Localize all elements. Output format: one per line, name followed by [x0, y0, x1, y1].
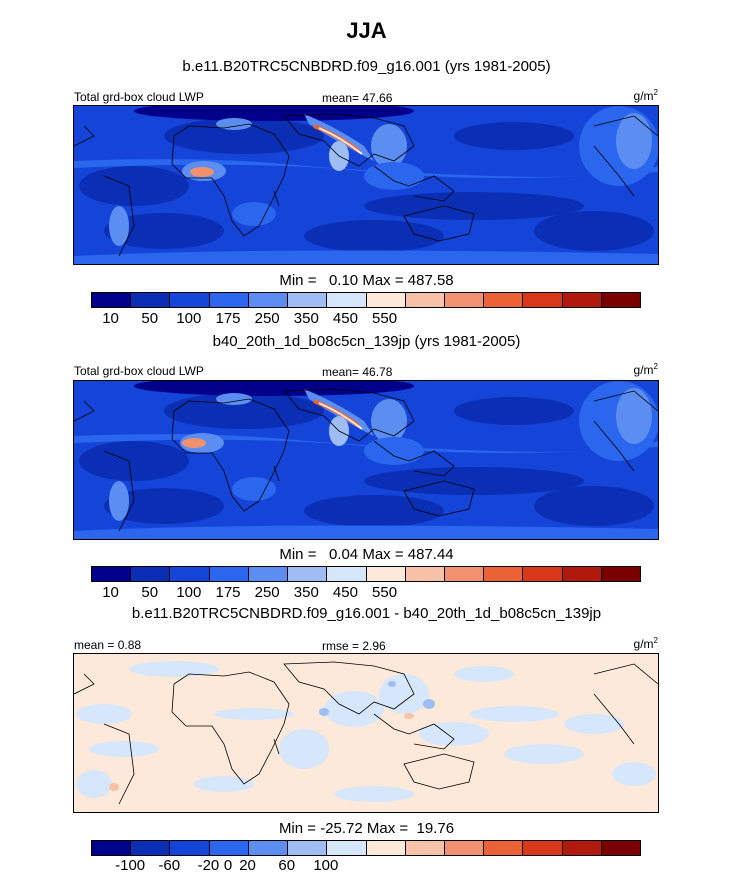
colorbar-tick-label: 550	[372, 310, 398, 327]
colorbar-swatch	[288, 293, 328, 307]
colorbar-tick-label: 250	[254, 584, 280, 601]
colorbar-tick-label: 350	[293, 584, 319, 601]
panel-3-rmse-label: rmse = 2.96	[322, 639, 386, 653]
colorbar-swatch	[248, 567, 289, 581]
colorbar-swatch	[444, 293, 485, 307]
colorbar-tick-label: 550	[372, 584, 398, 601]
colorbar-tick-label: 10	[102, 584, 119, 601]
colorbar-swatch	[327, 293, 367, 307]
colorbar-tick-label: 60	[278, 857, 296, 874]
panel-3-case-title: b.e11.B20TRC5CNBDRD.f09_g16.001 - b40_20…	[131, 605, 602, 622]
colorbar-swatch	[248, 293, 289, 307]
panel-1-map-svg	[74, 106, 658, 264]
colorbar-swatch	[601, 841, 641, 855]
panel-3-map	[73, 653, 659, 813]
main-title: JJA	[346, 18, 387, 43]
colorbar-swatch	[601, 293, 641, 307]
colorbar-swatch	[366, 293, 406, 307]
panel-1-mean-label: mean= 47.66	[322, 91, 393, 105]
colorbar-tick-label: 250	[254, 310, 280, 327]
colorbar-tick-label: 10	[102, 310, 119, 327]
colorbar-swatch	[170, 567, 210, 581]
colorbar-swatch	[131, 567, 171, 581]
panel-3-colorbar-ticks: -100 -60 -20 0 20 60 100	[91, 857, 639, 875]
colorbar-tick-label: -20	[197, 857, 220, 874]
colorbar-swatch	[405, 567, 445, 581]
panel-1-colorbar	[91, 292, 641, 308]
colorbar-swatch	[601, 567, 641, 581]
colorbar-tick-label: 350	[293, 310, 319, 327]
panel-3-mean-label: mean = 0.88	[74, 638, 142, 652]
panel-1-minmax: Min = 0.10 Max = 487.58	[279, 272, 454, 289]
panel-2-colorbar-ticks: 10 50 100 175 250 350 450 550	[91, 584, 639, 602]
colorbar-swatch	[444, 567, 485, 581]
colorbar-swatch	[248, 841, 289, 855]
colorbar-tick-label: 175	[215, 310, 241, 327]
panel-3-minmax: Min = -25.72 Max = 19.76	[278, 820, 455, 837]
colorbar-swatch	[562, 293, 602, 307]
colorbar-swatch	[209, 841, 249, 855]
colorbar-swatch	[444, 841, 485, 855]
colorbar-swatch	[92, 841, 132, 855]
colorbar-swatch	[92, 567, 132, 581]
panel-3-colorbar	[91, 840, 641, 856]
panel-2-map	[73, 380, 659, 540]
panel-3-units: g/m2	[633, 636, 658, 651]
colorbar-swatch	[523, 567, 563, 581]
colorbar-swatch	[288, 567, 328, 581]
colorbar-swatch	[523, 841, 563, 855]
colorbar-tick-label: -60	[158, 857, 181, 874]
panel-2-units: g/m2	[633, 362, 658, 377]
colorbar-tick-label: 0	[223, 857, 233, 874]
colorbar-swatch	[562, 567, 602, 581]
colorbar-tick-label: 50	[141, 584, 159, 601]
colorbar-swatch	[366, 567, 406, 581]
colorbar-tick-label: -100	[115, 857, 146, 874]
colorbar-swatch	[92, 293, 132, 307]
colorbar-swatch	[484, 293, 524, 307]
colorbar-tick-label: 20	[239, 857, 256, 874]
colorbar-swatch	[170, 841, 210, 855]
panel-1-units: g/m2	[633, 88, 658, 103]
panel-2-colorbar	[91, 566, 641, 582]
colorbar-swatch	[366, 841, 406, 855]
colorbar-tick-label: 175	[215, 584, 241, 601]
colorbar-swatch	[523, 293, 563, 307]
colorbar-swatch	[484, 567, 524, 581]
colorbar-tick-label: 450	[332, 310, 358, 327]
colorbar-swatch	[327, 567, 367, 581]
colorbar-swatch	[405, 293, 445, 307]
panel-1-case-title: b.e11.B20TRC5CNBDRD.f09_g16.001 (yrs 198…	[182, 58, 551, 75]
colorbar-swatch	[209, 567, 249, 581]
panel-1-field-label: Total grd-box cloud LWP	[74, 90, 204, 104]
colorbar-tick-label: 100	[176, 584, 202, 601]
panel-2-mean-label: mean= 46.78	[322, 365, 393, 379]
colorbar-swatch	[170, 293, 210, 307]
colorbar-tick-label: 100	[176, 310, 202, 327]
panel-3-map-svg	[74, 654, 658, 812]
panel-1-colorbar-ticks: 10 50 100 175 250 350 450 550	[91, 310, 639, 328]
colorbar-swatch	[484, 841, 524, 855]
panel-1-map	[73, 105, 659, 265]
colorbar-tick-label: 50	[141, 310, 159, 327]
colorbar-tick-label: 450	[332, 584, 358, 601]
panel-2-case-title: b40_20th_1d_b08c5cn_139jp (yrs 1981-2005…	[212, 333, 521, 350]
colorbar-tick-label: 100	[313, 857, 339, 874]
colorbar-swatch	[405, 841, 445, 855]
panel-2-field-label: Total grd-box cloud LWP	[74, 364, 204, 378]
panel-2-map-svg	[74, 381, 658, 539]
colorbar-swatch	[131, 841, 171, 855]
colorbar-swatch	[131, 293, 171, 307]
colorbar-swatch	[327, 841, 367, 855]
colorbar-swatch	[209, 293, 249, 307]
colorbar-swatch	[288, 841, 328, 855]
colorbar-swatch	[562, 841, 602, 855]
panel-2-minmax: Min = 0.04 Max = 487.44	[279, 546, 454, 563]
